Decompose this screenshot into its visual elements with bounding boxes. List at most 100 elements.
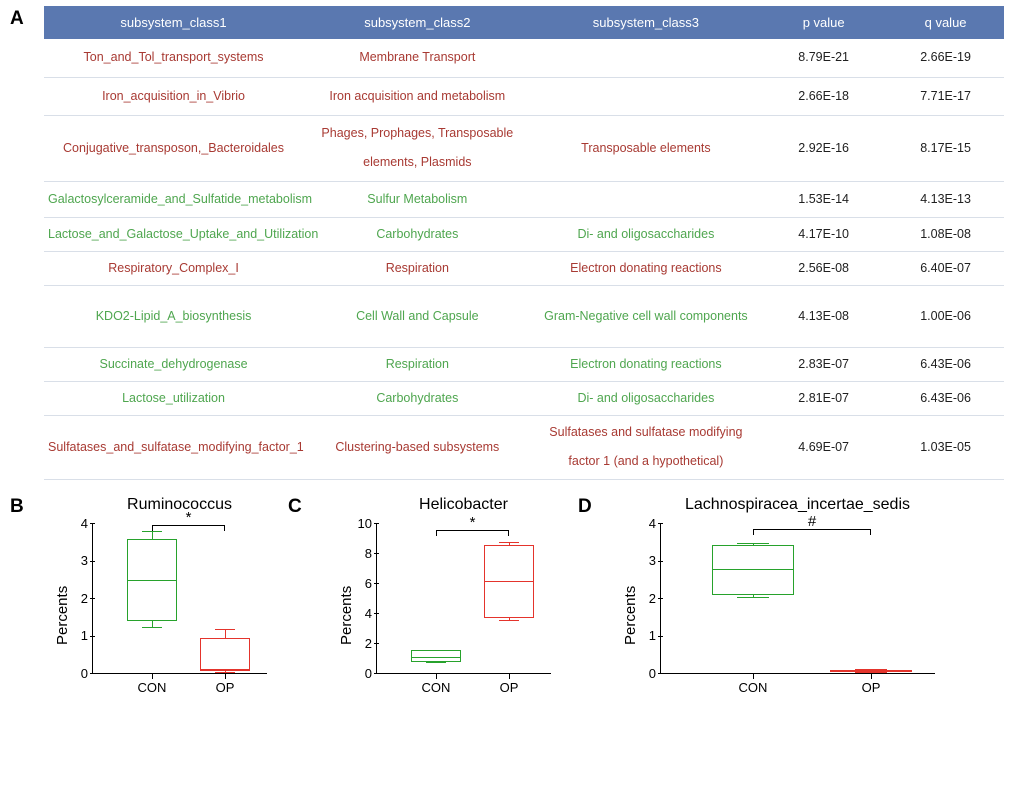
panel-a: A subsystem_class1subsystem_class2subsys… bbox=[10, 6, 1010, 480]
whisker-cap bbox=[215, 629, 235, 630]
x-tick-mark bbox=[871, 674, 872, 679]
cell-num: 8.17E-15 bbox=[887, 115, 1004, 181]
cell-text: Iron acquisition and metabolism bbox=[303, 77, 532, 115]
whisker-cap bbox=[737, 597, 770, 598]
cell-text: Iron_acquisition_in_Vibrio bbox=[44, 77, 303, 115]
whisker bbox=[152, 531, 153, 539]
cell-num: 8.79E-21 bbox=[760, 39, 887, 77]
table-col-1: subsystem_class2 bbox=[303, 6, 532, 39]
cell-num: 2.83E-07 bbox=[760, 347, 887, 381]
table-row: Lactose_and_Galactose_Uptake_and_Utiliza… bbox=[44, 217, 1004, 251]
x-tick-mark bbox=[509, 674, 510, 679]
y-tick: 4 bbox=[632, 516, 656, 531]
cell-num: 2.66E-18 bbox=[760, 77, 887, 115]
table-col-0: subsystem_class1 bbox=[44, 6, 303, 39]
cell-text: Di- and oligosaccharides bbox=[532, 217, 761, 251]
cell-text: Conjugative_transposon,_Bacteroidales bbox=[44, 115, 303, 181]
cell-text: Lactose_utilization bbox=[44, 381, 303, 415]
whisker-cap bbox=[426, 662, 446, 663]
y-tick: 0 bbox=[348, 666, 372, 681]
subsystems-table: subsystem_class1subsystem_class2subsyste… bbox=[44, 6, 1004, 480]
plot-area bbox=[660, 524, 935, 674]
y-tick: 2 bbox=[632, 591, 656, 606]
cell-text: Electron donating reactions bbox=[532, 251, 761, 285]
cell-text: Respiration bbox=[303, 347, 532, 381]
table-row: Sulfatases_and_sulfatase_modifying_facto… bbox=[44, 415, 1004, 479]
y-tick: 4 bbox=[64, 516, 88, 531]
cell-num: 2.56E-08 bbox=[760, 251, 887, 285]
cell-num: 6.40E-07 bbox=[887, 251, 1004, 285]
cell-num: 1.53E-14 bbox=[760, 181, 887, 217]
significance-symbol: * bbox=[174, 509, 204, 526]
cell-num: 4.13E-08 bbox=[760, 285, 887, 347]
cell-num: 4.17E-10 bbox=[760, 217, 887, 251]
x-tick-label: CON bbox=[733, 680, 773, 695]
table-row: Ton_and_Tol_transport_systemsMembrane Tr… bbox=[44, 39, 1004, 77]
table-row: Lactose_utilizationCarbohydratesDi- and … bbox=[44, 381, 1004, 415]
table-col-2: subsystem_class3 bbox=[532, 6, 761, 39]
y-tick: 4 bbox=[348, 606, 372, 621]
median-line bbox=[712, 569, 794, 570]
y-tick: 6 bbox=[348, 576, 372, 591]
table-row: Respiratory_Complex_IRespirationElectron… bbox=[44, 251, 1004, 285]
cell-text: Electron donating reactions bbox=[532, 347, 761, 381]
table-row: Galactosylceramide_and_Sulfatide_metabol… bbox=[44, 181, 1004, 217]
cell-text: KDO2-Lipid_A_biosynthesis bbox=[44, 285, 303, 347]
cell-num: 2.66E-19 bbox=[887, 39, 1004, 77]
cell-num: 4.13E-13 bbox=[887, 181, 1004, 217]
table-row: KDO2-Lipid_A_biosynthesisCell Wall and C… bbox=[44, 285, 1004, 347]
table-body: Ton_and_Tol_transport_systemsMembrane Tr… bbox=[44, 39, 1004, 479]
cell-text bbox=[532, 77, 761, 115]
cell-num: 7.71E-17 bbox=[887, 77, 1004, 115]
cell-text bbox=[532, 181, 761, 217]
whisker-cap bbox=[855, 672, 888, 673]
whisker-cap bbox=[737, 543, 770, 544]
cell-text: Carbohydrates bbox=[303, 381, 532, 415]
y-tick: 2 bbox=[64, 591, 88, 606]
cell-text: Membrane Transport bbox=[303, 39, 532, 77]
cell-text: Sulfur Metabolism bbox=[303, 181, 532, 217]
figure-root: A subsystem_class1subsystem_class2subsys… bbox=[0, 0, 1020, 719]
median-line bbox=[411, 657, 461, 658]
table-col-4: q value bbox=[887, 6, 1004, 39]
cell-num: 2.92E-16 bbox=[760, 115, 887, 181]
cell-text: Transposable elements bbox=[532, 115, 761, 181]
table-header-row: subsystem_class1subsystem_class2subsyste… bbox=[44, 6, 1004, 39]
cell-text bbox=[532, 39, 761, 77]
cell-num: 6.43E-06 bbox=[887, 381, 1004, 415]
cell-num: 4.69E-07 bbox=[760, 415, 887, 479]
median-line bbox=[127, 580, 177, 581]
y-tick: 8 bbox=[348, 546, 372, 561]
panel-a-label: A bbox=[10, 6, 44, 30]
table-row: Iron_acquisition_in_VibrioIron acquisiti… bbox=[44, 77, 1004, 115]
panel-b: BRuminococcusPercents01234CONOP* bbox=[10, 494, 288, 709]
y-tick: 1 bbox=[632, 628, 656, 643]
panel-title: Helicobacter bbox=[376, 496, 551, 514]
cell-text: Carbohydrates bbox=[303, 217, 532, 251]
panel-d-label: D bbox=[578, 496, 592, 518]
y-tick: 1 bbox=[64, 628, 88, 643]
cell-text: Gram-Negative cell wall components bbox=[532, 285, 761, 347]
cell-text: Phages, Prophages, Transposable elements… bbox=[303, 115, 532, 181]
y-tick: 0 bbox=[64, 666, 88, 681]
cell-text: Clustering-based subsystems bbox=[303, 415, 532, 479]
x-tick-label: OP bbox=[489, 680, 529, 695]
y-axis-label: Percents bbox=[338, 552, 355, 645]
whisker-cap bbox=[499, 620, 519, 621]
cell-text: Cell Wall and Capsule bbox=[303, 285, 532, 347]
cell-text: Di- and oligosaccharides bbox=[532, 381, 761, 415]
cell-text: Respiratory_Complex_I bbox=[44, 251, 303, 285]
cell-num: 6.43E-06 bbox=[887, 347, 1004, 381]
box bbox=[712, 545, 794, 595]
whisker-cap bbox=[215, 672, 235, 673]
table-row: Succinate_dehydrogenaseRespirationElectr… bbox=[44, 347, 1004, 381]
x-tick-label: CON bbox=[132, 680, 172, 695]
median-line bbox=[484, 581, 534, 582]
panel-title: Lachnospiracea_incertae_sedis bbox=[660, 496, 935, 514]
whisker-cap bbox=[142, 627, 162, 628]
cell-text: Sulfatases_and_sulfatase_modifying_facto… bbox=[44, 415, 303, 479]
y-tick: 3 bbox=[632, 553, 656, 568]
panel-b-label: B bbox=[10, 496, 24, 518]
cell-num: 1.08E-08 bbox=[887, 217, 1004, 251]
table-row: Conjugative_transposon,_BacteroidalesPha… bbox=[44, 115, 1004, 181]
